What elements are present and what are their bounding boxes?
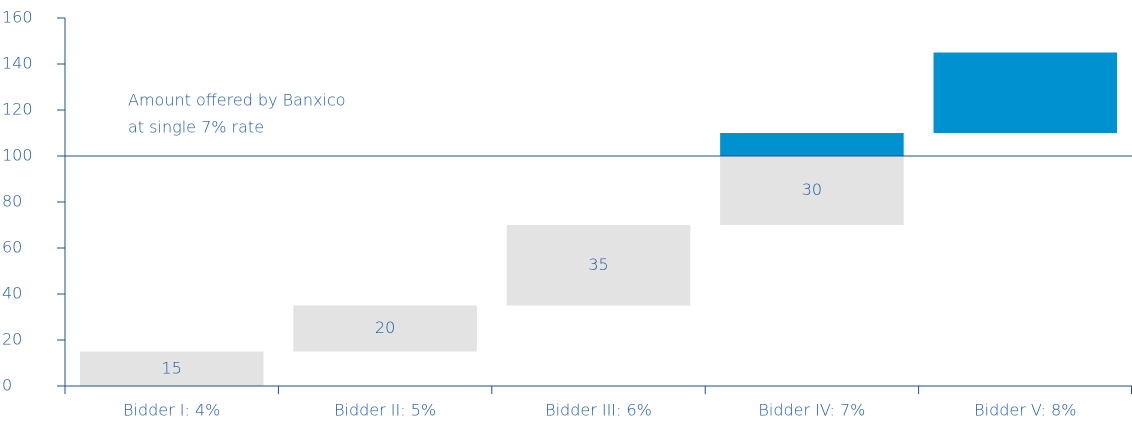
- y-tick-label: 20: [2, 330, 22, 349]
- data-label: 35: [588, 255, 608, 274]
- bar-segment: [79, 351, 264, 386]
- data-label: 30: [802, 180, 822, 199]
- y-tick-label: 140: [2, 54, 33, 73]
- x-tick-label: Bidder V: 8%: [974, 401, 1076, 420]
- y-tick-label: 0: [2, 376, 12, 395]
- y-tick-label: 80: [2, 192, 22, 211]
- annotation: at single 7% rate: [128, 118, 264, 137]
- x-tick-label: Bidder I: 4%: [123, 401, 220, 420]
- bar-segment: [293, 305, 477, 352]
- bar-segment: [933, 52, 1118, 133]
- x-tick-label: Bidder II: 5%: [334, 401, 436, 420]
- annotation: Amount offered by Banxico: [128, 91, 346, 110]
- x-tick-label: Bidder IV: 7%: [758, 401, 865, 420]
- data-label: 20: [375, 318, 395, 337]
- y-tick-label: 40: [2, 284, 22, 303]
- bar-segment: [506, 225, 691, 306]
- y-tick-label: 100: [2, 146, 33, 165]
- x-tick-label: Bidder III: 6%: [545, 401, 652, 420]
- data-label: 15: [162, 358, 182, 377]
- bar-segment: [720, 133, 904, 156]
- y-tick-label: 160: [2, 8, 33, 27]
- y-tick-label: 60: [2, 238, 22, 257]
- bar-segment: [720, 156, 904, 225]
- y-tick-label: 120: [2, 100, 33, 119]
